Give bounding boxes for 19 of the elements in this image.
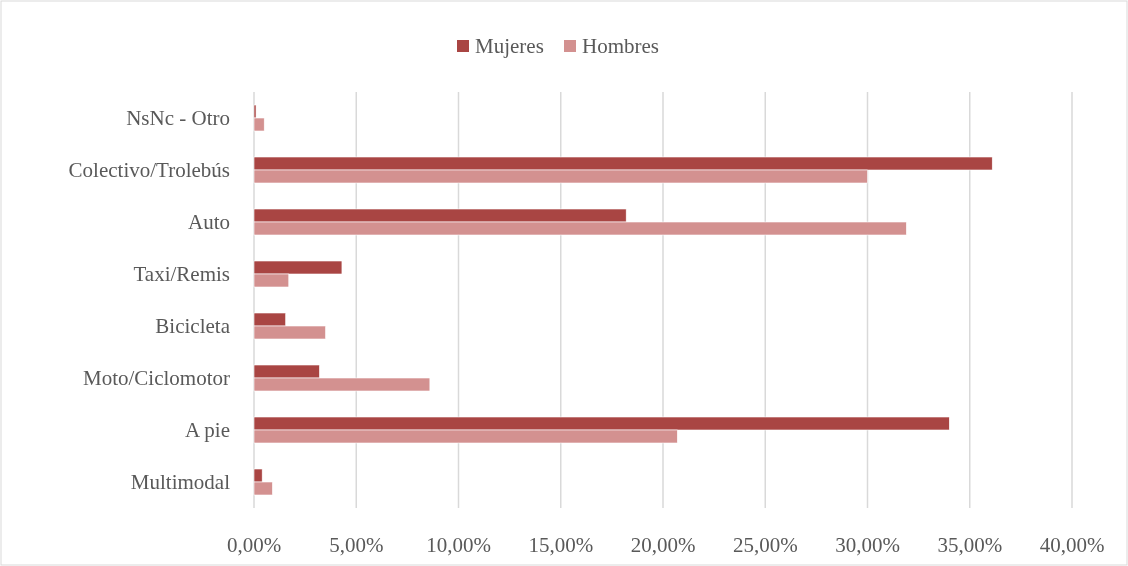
x-tick-label: 5,00%	[329, 533, 384, 557]
x-tick-label: 35,00%	[937, 533, 1003, 557]
x-tick-label: 25,00%	[732, 533, 798, 557]
y-tick-label: Multimodal	[130, 470, 231, 494]
y-tick-label: A pie	[185, 418, 230, 442]
y-tick-label: NsNc - Otro	[126, 106, 230, 130]
y-tick-label: Bicicleta	[155, 314, 231, 338]
x-tick-label: 0,00%	[226, 533, 282, 557]
x-tick-label: 20,00%	[630, 533, 696, 557]
y-tick-label: Colectivo/Trolebús	[68, 158, 230, 182]
y-tick-label: Auto	[188, 210, 230, 234]
y-tick-label: Moto/Ciclomotor	[83, 366, 231, 390]
x-tick-label: 40,00%	[1039, 533, 1105, 557]
legend-label: Hombres	[582, 34, 659, 58]
legend-label: Mujeres	[475, 34, 544, 58]
x-tick-label: 10,00%	[426, 533, 491, 557]
x-tick-label: 15,00%	[528, 533, 594, 557]
y-tick-label: Taxi/Remis	[133, 262, 230, 286]
x-tick-label: 30,00%	[835, 533, 900, 557]
